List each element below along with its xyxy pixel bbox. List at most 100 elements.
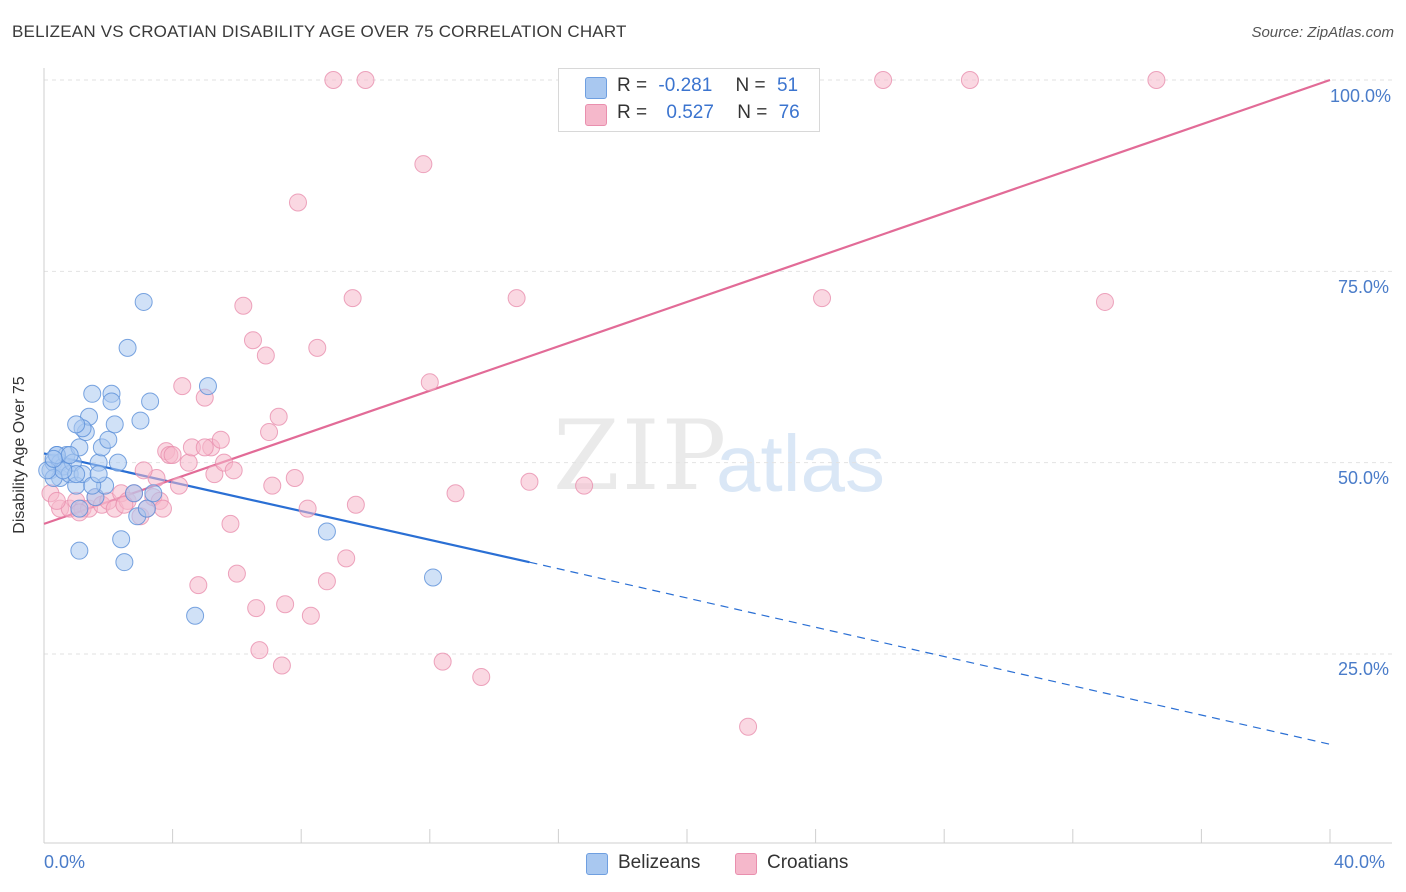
y-axis-label: Disability Age Over 75 xyxy=(11,376,28,534)
data-point-belizeans xyxy=(83,384,102,403)
data-point-croatians xyxy=(221,514,240,533)
bottom-legend-swatch-croatians xyxy=(735,853,757,875)
data-point-belizeans xyxy=(141,392,160,411)
data-point-croatians xyxy=(324,71,343,89)
data-point-belizeans xyxy=(131,411,150,430)
data-point-croatians xyxy=(195,438,214,457)
legend-row-belizeans: R = -0.281 N = 51 xyxy=(617,75,798,99)
data-point-croatians xyxy=(224,461,243,480)
data-point-croatians xyxy=(205,465,224,484)
legend-swatch-croatians xyxy=(585,104,607,126)
y-tick-25: 25.0% xyxy=(1338,659,1390,679)
data-point-croatians xyxy=(256,346,275,365)
chart-title: BELIZEAN VS CROATIAN DISABILITY AGE OVER… xyxy=(12,22,627,41)
legend-n-value: 76 xyxy=(778,102,800,123)
data-point-belizeans xyxy=(70,541,89,560)
data-point-belizeans xyxy=(112,530,131,549)
croatians-points xyxy=(41,71,1166,736)
data-point-croatians xyxy=(260,423,279,442)
data-point-croatians xyxy=(170,476,189,495)
data-point-croatians xyxy=(179,453,198,472)
data-point-belizeans xyxy=(102,392,121,411)
data-point-belizeans xyxy=(186,606,205,625)
data-point-belizeans xyxy=(105,415,124,434)
data-point-belizeans xyxy=(424,568,443,587)
data-point-belizeans xyxy=(144,484,163,503)
y-tick-75: 75.0% xyxy=(1338,277,1390,297)
trend-line-croatians xyxy=(43,78,1331,525)
data-point-croatians xyxy=(1095,292,1114,311)
data-point-croatians xyxy=(1147,71,1166,89)
legend-r-value: -0.281 xyxy=(658,75,713,96)
data-point-croatians xyxy=(739,717,758,736)
legend-swatch-belizeans xyxy=(585,77,607,99)
stats-legend: R = -0.281 N = 51 R = 0.527 N = 76 xyxy=(558,68,820,132)
watermark-atlas: atlas xyxy=(716,419,885,508)
data-point-croatians xyxy=(211,430,230,449)
data-point-croatians xyxy=(356,71,375,89)
data-point-croatians xyxy=(227,564,246,583)
data-point-croatians xyxy=(234,296,253,315)
data-point-croatians xyxy=(189,576,208,595)
data-point-belizeans xyxy=(118,338,137,357)
bottom-legend-croatians: Croatians xyxy=(767,852,849,873)
data-point-belizeans xyxy=(115,553,134,572)
x-tick-max: 40.0% xyxy=(1334,852,1386,872)
legend-n-value: 51 xyxy=(776,75,799,96)
data-point-croatians xyxy=(173,377,192,396)
legend-r-value: 0.527 xyxy=(666,102,714,123)
data-point-croatians xyxy=(243,331,262,350)
data-point-croatians xyxy=(298,499,317,518)
data-point-croatians xyxy=(263,476,282,495)
data-point-croatians xyxy=(301,606,320,625)
trend-lines xyxy=(43,78,1331,745)
source-label: Source: ZipAtlas.com xyxy=(1251,24,1394,41)
bottom-legend-belizeans: Belizeans xyxy=(618,852,701,873)
belizeans-points xyxy=(38,292,443,625)
data-point-croatians xyxy=(250,641,269,660)
data-point-croatians xyxy=(317,572,336,591)
data-point-croatians xyxy=(115,495,134,514)
legend-n-label: N = xyxy=(735,75,766,96)
data-point-croatians xyxy=(420,373,439,392)
data-point-croatians xyxy=(247,599,266,618)
data-point-belizeans xyxy=(125,484,144,503)
data-point-croatians xyxy=(575,476,594,495)
data-point-belizeans xyxy=(134,292,153,311)
data-point-croatians xyxy=(269,407,288,426)
legend-row-croatians: R = 0.527 N = 76 xyxy=(617,102,800,126)
data-point-croatians xyxy=(346,495,365,514)
y-tick-100: 100.0% xyxy=(1330,86,1392,106)
data-point-belizeans xyxy=(108,453,127,472)
data-point-croatians xyxy=(507,289,526,308)
trend-line-extension-belizeans xyxy=(529,561,1331,745)
bottom-legend-swatch-belizeans xyxy=(586,853,608,875)
data-point-croatians xyxy=(47,491,66,510)
x-tick-min: 0.0% xyxy=(44,852,86,872)
data-point-croatians xyxy=(433,652,452,671)
data-point-belizeans xyxy=(99,430,118,449)
data-point-croatians xyxy=(343,289,362,308)
data-point-croatians xyxy=(337,549,356,568)
legend-r-label: R = xyxy=(617,102,648,123)
data-point-croatians xyxy=(276,595,295,614)
grid-lines xyxy=(44,79,1392,655)
data-point-belizeans xyxy=(60,446,79,465)
data-point-croatians xyxy=(163,446,182,465)
trend-line-belizeans xyxy=(43,452,530,564)
data-point-belizeans xyxy=(67,415,86,434)
data-point-belizeans xyxy=(70,499,89,518)
data-point-croatians xyxy=(288,193,307,212)
data-point-belizeans xyxy=(137,499,156,518)
data-point-croatians xyxy=(813,289,832,308)
data-point-croatians xyxy=(134,461,153,480)
data-point-croatians xyxy=(446,484,465,503)
data-point-croatians xyxy=(472,667,491,686)
legend-n-label: N = xyxy=(737,102,768,123)
data-point-croatians xyxy=(308,338,327,357)
data-point-belizeans xyxy=(317,522,336,541)
data-point-croatians xyxy=(960,71,979,89)
data-point-croatians xyxy=(414,155,433,174)
data-point-croatians xyxy=(272,656,291,675)
data-point-croatians xyxy=(285,468,304,487)
